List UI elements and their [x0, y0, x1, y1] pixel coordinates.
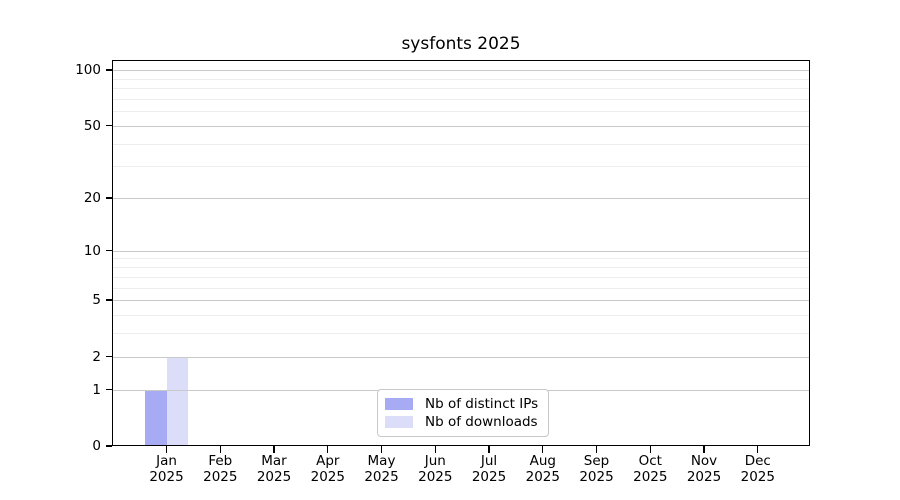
y-tick-5 — [105, 299, 112, 301]
x-tick-label-jul: Jul 2025 — [459, 453, 519, 485]
x-tick-jan — [165, 446, 168, 453]
x-tick-sep — [595, 446, 598, 453]
x-tick-label-mar: Mar 2025 — [244, 453, 304, 485]
gridline-major-10 — [112, 250, 810, 252]
gridline-major-2 — [112, 356, 810, 358]
y-tick-label-5: 5 — [92, 292, 101, 308]
plot-area — [112, 60, 810, 446]
gridline-major-5 — [112, 300, 810, 301]
x-tick-year-apr: 2025 — [310, 468, 345, 485]
gridline-minor-90 — [112, 78, 810, 80]
gridline-minor-7 — [112, 276, 810, 278]
x-tick-year-mar: 2025 — [256, 468, 292, 485]
y-tick-label-20: 20 — [83, 190, 101, 206]
y-tick-label-1: 1 — [92, 381, 101, 398]
x-tick-year-feb: 2025 — [203, 468, 238, 485]
x-tick-year-dec: 2025 — [740, 468, 775, 485]
gridline-minor-30 — [112, 166, 810, 168]
y-tick-2 — [105, 355, 112, 358]
legend-swatch-downloads — [385, 416, 413, 428]
gridline-minor-9 — [112, 258, 810, 260]
x-tick-oct — [649, 446, 651, 453]
legend-label-downloads: Nb of downloads — [425, 414, 538, 430]
gridline-minor-6 — [112, 287, 810, 289]
x-tick-year-nov: 2025 — [686, 468, 722, 485]
x-tick-aug — [542, 446, 544, 453]
gridline-minor-80 — [112, 88, 810, 89]
x-tick-label-oct: Oct 2025 — [620, 453, 680, 485]
x-tick-may — [380, 446, 383, 453]
x-tick-year-may: 2025 — [364, 468, 399, 485]
x-tick-year-jul: 2025 — [471, 468, 507, 485]
y-tick-1 — [105, 388, 112, 391]
x-tick-dec — [757, 446, 759, 453]
x-tick-label-apr: Apr 2025 — [298, 453, 358, 485]
gridline-minor-3 — [112, 333, 810, 335]
x-tick-label-jan: Jan 2025 — [137, 453, 197, 485]
gridline-minor-8 — [112, 267, 810, 268]
y-tick-20 — [105, 197, 112, 199]
y-tick-50 — [105, 125, 112, 127]
y-tick-0 — [105, 445, 112, 447]
gridline-major-20 — [112, 198, 810, 199]
legend-item-distinct-ips: Nb of distinct IPs — [385, 395, 548, 413]
legend-label-distinct-ips: Nb of distinct IPs — [425, 396, 539, 412]
y-tick-label-100: 100 — [75, 62, 101, 78]
x-tick-label-may: May 2025 — [352, 453, 412, 485]
y-tick-label-0: 0 — [92, 438, 101, 454]
gridline-minor-40 — [112, 143, 810, 145]
x-tick-jul — [488, 446, 490, 453]
x-tick-label-feb: Feb 2025 — [190, 453, 250, 485]
gridline-major-50 — [112, 125, 810, 127]
x-tick-feb — [219, 446, 221, 453]
x-tick-label-dec: Dec 2025 — [728, 453, 788, 485]
y-tick-10 — [105, 250, 112, 252]
chart-title: sysfonts 2025 — [401, 34, 521, 54]
x-tick-label-nov: Nov 2025 — [674, 453, 734, 485]
x-tick-year-oct: 2025 — [633, 468, 668, 485]
gridline-minor-70 — [112, 98, 810, 100]
x-tick-year-aug: 2025 — [525, 468, 560, 485]
y-tick-label-50: 50 — [83, 117, 101, 134]
bar-nb-of-downloads-jan — [166, 356, 188, 446]
x-tick-apr — [327, 446, 329, 453]
bar-nb-of-distinct-ips-jan — [145, 389, 167, 446]
x-tick-nov — [703, 446, 705, 453]
y-tick-100 — [105, 69, 112, 71]
legend-swatch-distinct-ips — [385, 398, 413, 410]
y-tick-label-2: 2 — [92, 348, 101, 365]
x-tick-year-sep: 2025 — [579, 468, 614, 485]
gridline-major-100 — [112, 70, 810, 71]
y-tick-label-10: 10 — [83, 242, 101, 259]
x-tick-year-jun: 2025 — [418, 468, 453, 485]
gridline-minor-60 — [112, 111, 810, 113]
x-tick-label-aug: Aug 2025 — [513, 453, 573, 485]
gridline-minor-4 — [112, 314, 810, 316]
legend: Nb of distinct IPs Nb of downloads — [377, 389, 549, 437]
x-tick-jun — [434, 446, 436, 453]
x-tick-label-jun: Jun 2025 — [405, 453, 465, 485]
x-tick-label-sep: Sep 2025 — [567, 453, 627, 485]
x-tick-mar — [273, 446, 275, 453]
x-tick-year-jan: 2025 — [149, 468, 184, 485]
legend-item-downloads: Nb of downloads — [385, 413, 548, 431]
